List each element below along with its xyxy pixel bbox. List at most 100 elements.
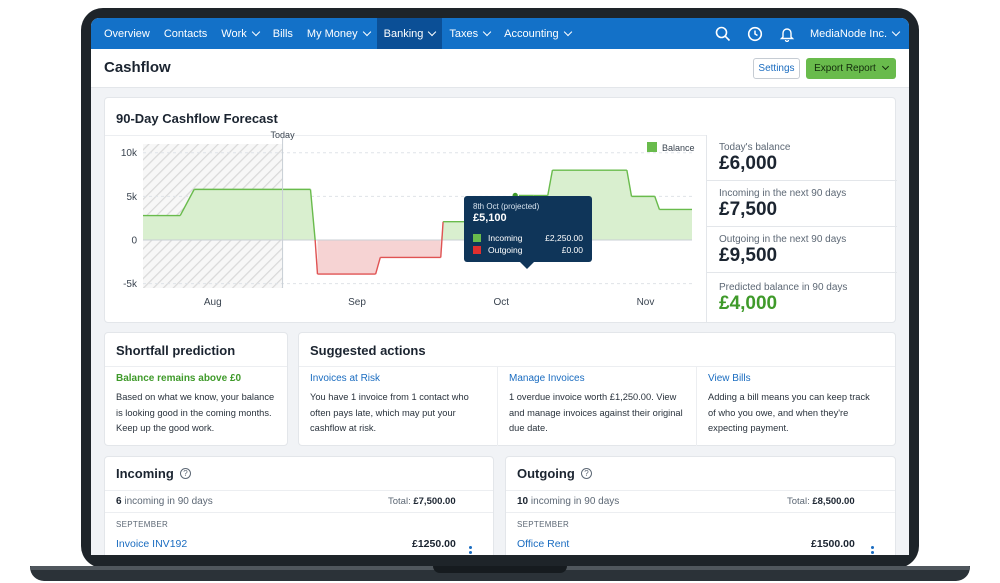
- text-line: often pays late, which may put your: [310, 407, 456, 418]
- nav-item-work[interactable]: Work: [214, 18, 265, 49]
- more-options-icon[interactable]: [469, 546, 472, 555]
- more-options-icon[interactable]: [871, 546, 874, 555]
- suggested-title: Suggested actions: [310, 343, 426, 358]
- nav-item-taxes[interactable]: Taxes: [442, 18, 497, 49]
- tooltip-incoming-value: £2,250.00: [545, 233, 583, 243]
- nav-item-my-money[interactable]: My Money: [300, 18, 377, 49]
- tooltip-outgoing-value: £0.00: [561, 245, 583, 255]
- incoming-card: Incoming ? 6 incoming in 90 days Total: …: [104, 456, 494, 555]
- balance-line-segment: [547, 170, 554, 196]
- x-tick-label: Nov: [637, 297, 655, 308]
- top-nav: Overview Contacts Work Bills My Money Ba…: [91, 18, 909, 49]
- manage-invoices-text: 1 overdue invoice worth £1,250.00. View …: [509, 390, 683, 437]
- laptop-notch: [433, 566, 567, 573]
- divider: [299, 366, 895, 367]
- shortfall-text: Based on what we know, your balance is l…: [116, 390, 274, 437]
- tooltip-value: £5,100: [473, 212, 507, 224]
- balance-line-segment: [309, 189, 316, 241]
- y-tick-label: 0: [131, 236, 137, 247]
- balance-line-segment: [179, 189, 195, 216]
- bill-link[interactable]: Office Rent: [517, 538, 570, 550]
- text-line: and manage invoices against their origin…: [509, 407, 683, 418]
- total-prefix: Total:: [388, 496, 411, 507]
- nav-item-contacts[interactable]: Contacts: [157, 18, 214, 49]
- incoming-title: Incoming: [116, 466, 174, 481]
- outgoing-count-text: incoming in 90 days: [530, 496, 620, 507]
- forecast-title: 90-Day Cashflow Forecast: [116, 111, 278, 126]
- kpi-value: £9,500: [719, 245, 778, 266]
- org-switcher[interactable]: MediaNode Inc.: [809, 27, 901, 40]
- nav-item-label: Overview: [104, 27, 150, 40]
- settings-button-label: Settings: [758, 63, 795, 74]
- kpi-label: Incoming in the next 90 days: [719, 188, 847, 199]
- org-name: MediaNode Inc.: [809, 27, 887, 40]
- outgoing-total: Total: £8,500.00: [787, 496, 855, 507]
- nav-item-overview[interactable]: Overview: [91, 18, 157, 49]
- kpi-incoming: Incoming in the next 90 days £7,500: [707, 181, 897, 227]
- balance-area-negative: [317, 240, 441, 274]
- incoming-swatch: [473, 234, 481, 242]
- text-line: is looking good in the coming months.: [116, 407, 272, 418]
- export-report-button[interactable]: Export Report: [806, 58, 896, 79]
- chevron-down-icon: [891, 27, 901, 36]
- kpi-panel: Today's balance £6,000 Incoming in the n…: [706, 135, 897, 323]
- clock-icon[interactable]: [746, 25, 764, 43]
- kpi-label: Outgoing in the next 90 days: [719, 234, 847, 245]
- total-value: £8,500.00: [812, 496, 855, 507]
- text-line: Based on what we know, your balance: [116, 392, 275, 402]
- nav-item-label: Accounting: [504, 27, 559, 40]
- manage-invoices-link[interactable]: Manage Invoices: [509, 373, 585, 384]
- invoices-at-risk-link[interactable]: Invoices at Risk: [310, 373, 381, 384]
- invoices-at-risk-text: You have 1 invoice from 1 contact who of…: [310, 390, 469, 437]
- incoming-count-text: incoming in 90 days: [124, 496, 213, 507]
- nav-item-accounting[interactable]: Accounting: [497, 18, 577, 49]
- info-icon[interactable]: ?: [180, 468, 191, 479]
- text-line: due date.: [509, 423, 548, 433]
- text-line: 1 overdue invoice worth £1,250.00. View: [509, 392, 677, 402]
- text-line: of who you owe, and when they're: [708, 407, 849, 418]
- balance-line-segment: [626, 170, 633, 197]
- row-amount: £1500.00: [811, 538, 855, 550]
- kpi-outgoing: Outgoing in the next 90 days £9,500: [707, 227, 897, 273]
- settings-button[interactable]: Settings: [753, 58, 800, 79]
- export-report-label: Export Report: [814, 63, 876, 74]
- kpi-value: £7,500: [719, 199, 778, 220]
- balance-line-segment: [314, 239, 319, 275]
- x-tick-label: Oct: [493, 297, 509, 308]
- kpi-todays-balance: Today's balance £6,000: [707, 135, 897, 181]
- tooltip-incoming-label: Incoming: [488, 233, 523, 243]
- search-icon[interactable]: [714, 25, 732, 43]
- view-bills-link[interactable]: View Bills: [708, 373, 751, 384]
- text-line: Keep up the good work.: [116, 423, 215, 433]
- balance-line-segment: [654, 196, 661, 210]
- kpi-label: Predicted balance in 90 days: [719, 282, 848, 293]
- info-icon[interactable]: ?: [581, 468, 592, 479]
- forecast-chart[interactable]: 10k 5k 0 -5k Aug Sep Oct Nov Today Balance: [105, 98, 707, 324]
- divider: [105, 490, 493, 491]
- incoming-total: Total: £7,500.00: [388, 496, 456, 507]
- bell-icon[interactable]: [778, 25, 796, 43]
- nav-item-bills[interactable]: Bills: [266, 18, 300, 49]
- outgoing-card: Outgoing ? 10 incoming in 90 days Total:…: [505, 456, 896, 555]
- divider: [105, 135, 707, 136]
- kpi-value: £4,000: [719, 293, 778, 314]
- shortfall-card: Shortfall prediction Balance remains abo…: [104, 332, 288, 446]
- incoming-count: 6 incoming in 90 days: [116, 496, 213, 507]
- nav-item-label: Work: [221, 27, 247, 40]
- month-header: SEPTEMBER: [116, 520, 169, 529]
- chevron-down-icon: [251, 27, 260, 36]
- nav-item-banking[interactable]: Banking: [376, 18, 443, 49]
- legend-swatch: [647, 142, 657, 152]
- chevron-down-icon: [881, 62, 889, 71]
- page-title: Cashflow: [104, 59, 171, 76]
- y-tick-label: 10k: [121, 148, 138, 159]
- nav-item-label: Taxes: [449, 27, 479, 40]
- view-bills-text: Adding a bill means you can keep track o…: [708, 390, 870, 437]
- legend-label: Balance: [662, 143, 695, 153]
- divider: [696, 367, 697, 446]
- kpi-predicted: Predicted balance in 90 days £4,000: [707, 273, 897, 323]
- suggested-actions-card: Suggested actions Invoices at Risk You h…: [298, 332, 896, 446]
- nav-item-label: My Money: [306, 27, 358, 40]
- invoice-link[interactable]: Invoice INV192: [116, 538, 188, 550]
- nav-item-label: Bills: [272, 27, 293, 40]
